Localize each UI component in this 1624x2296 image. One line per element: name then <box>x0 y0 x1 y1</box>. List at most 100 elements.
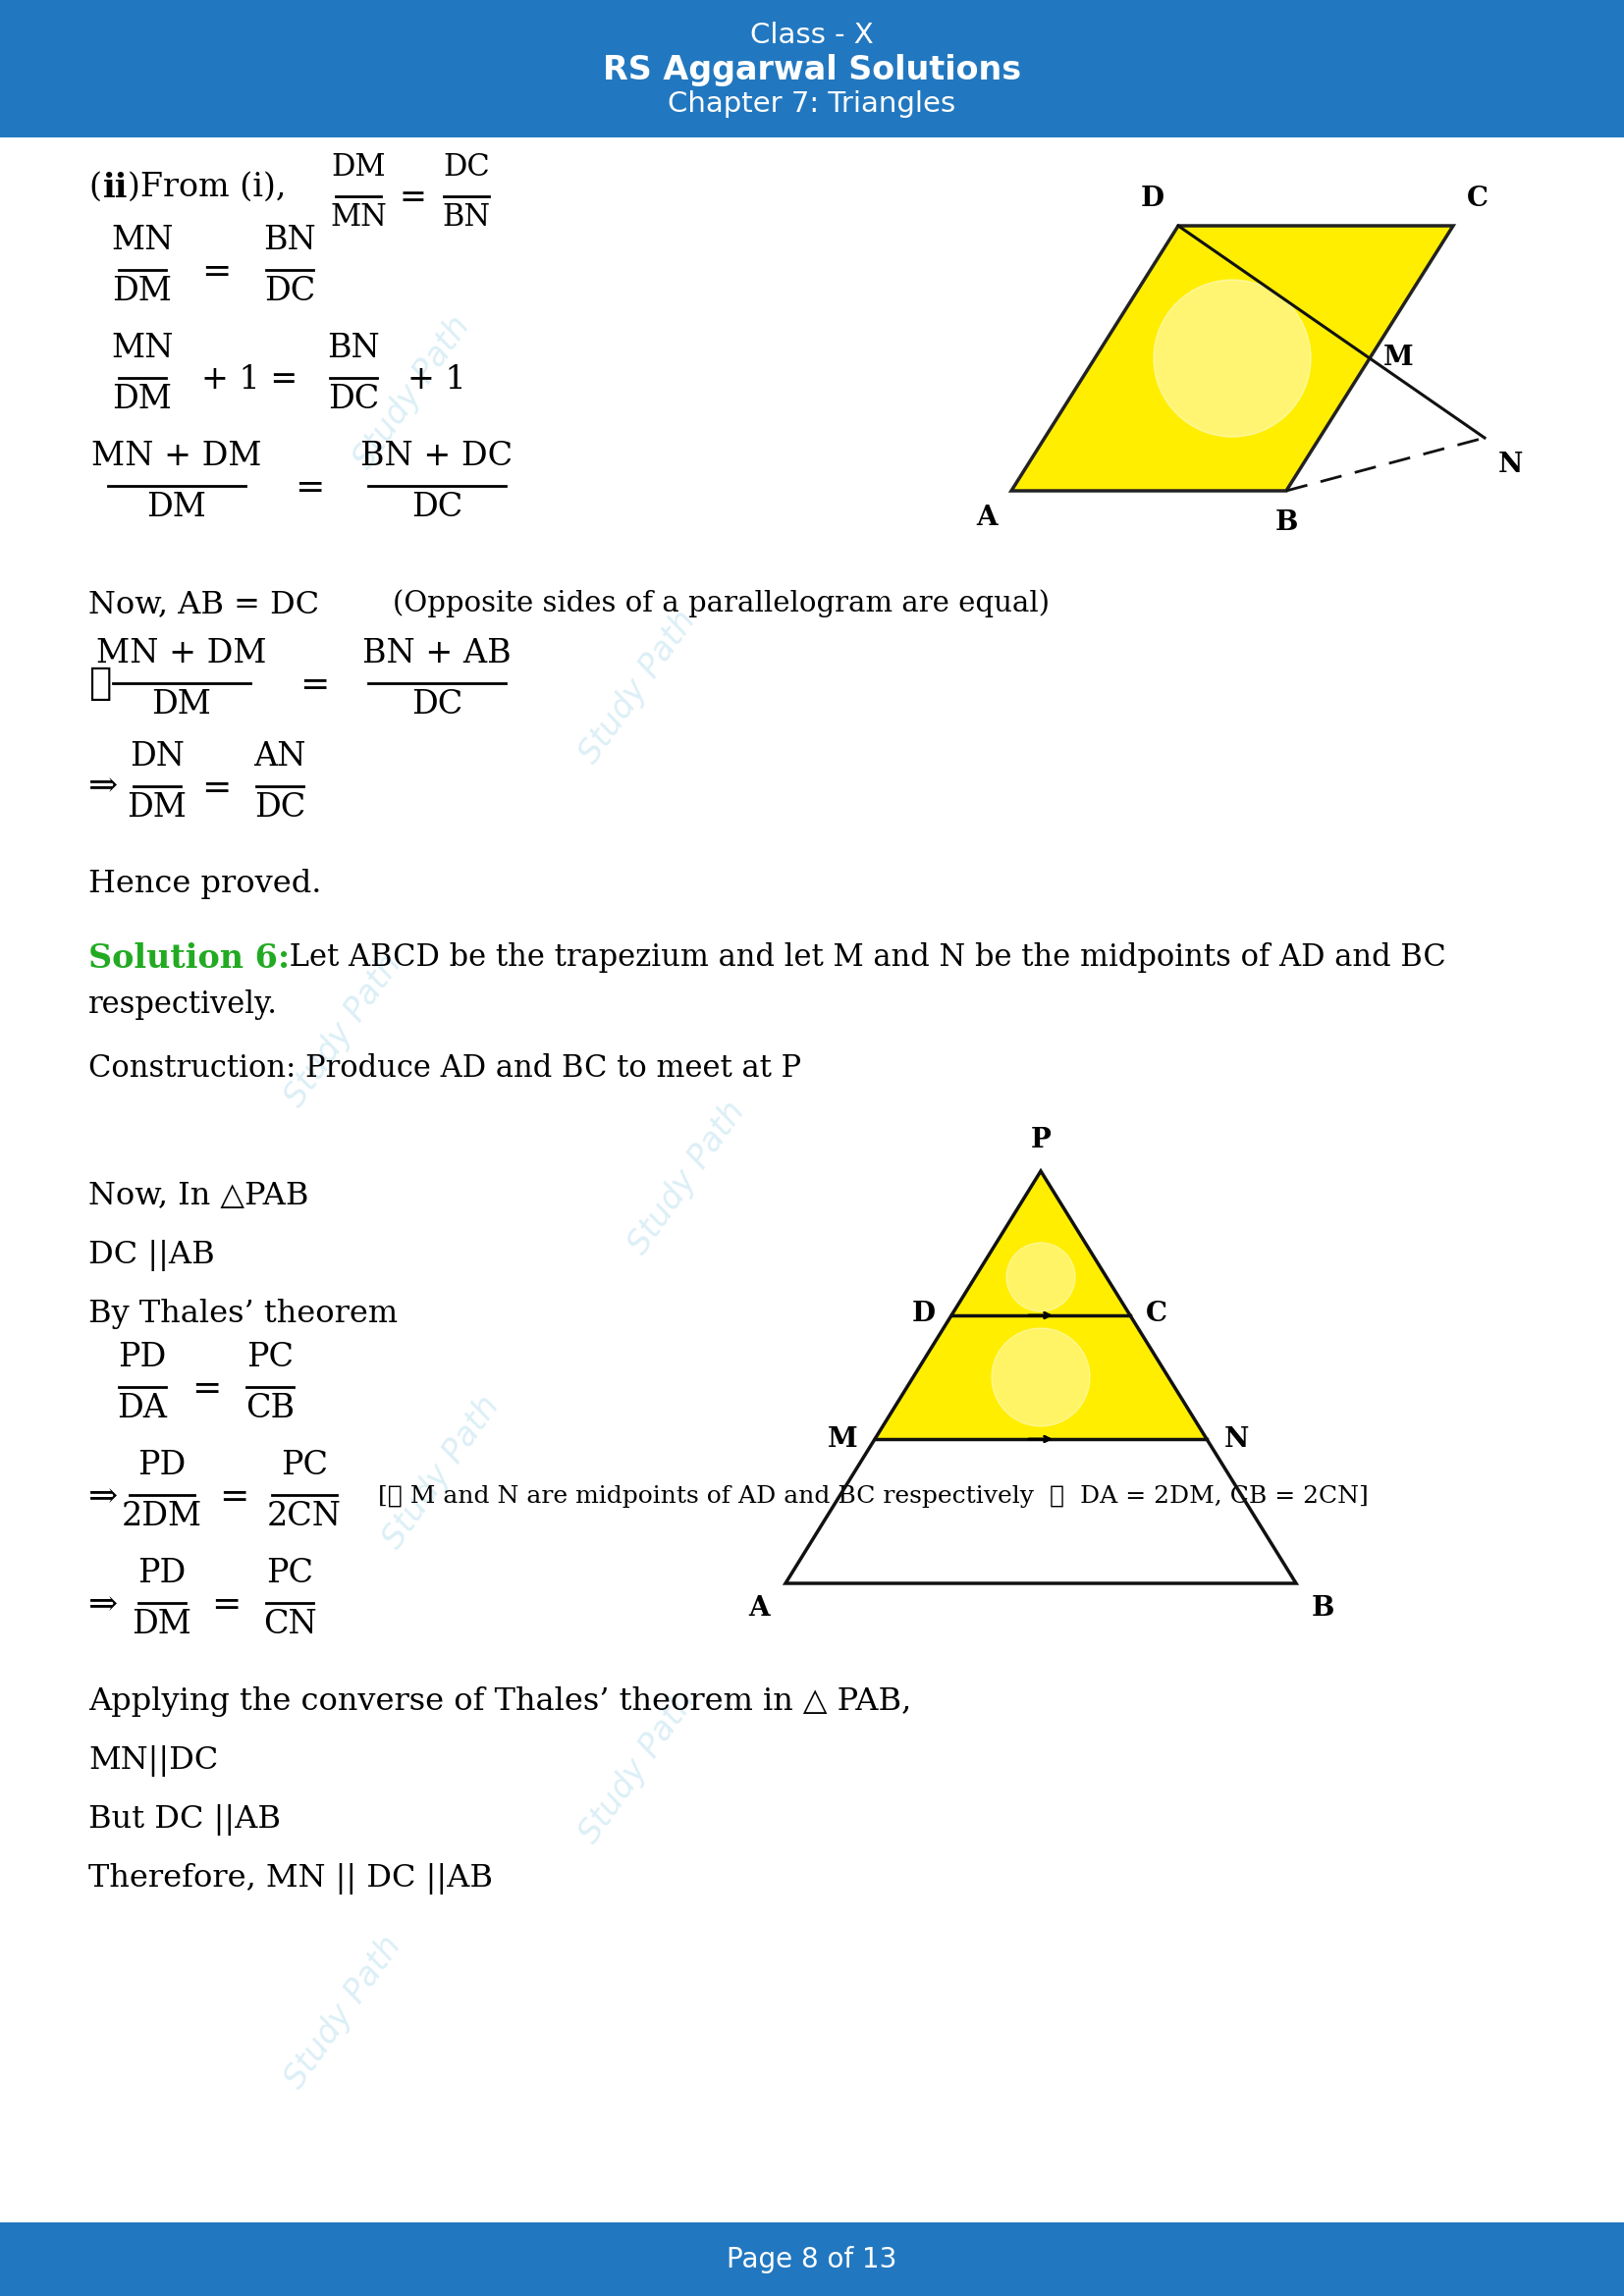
Text: Now, In △PAB: Now, In △PAB <box>88 1180 309 1212</box>
Text: DM: DM <box>127 792 187 824</box>
Text: DM: DM <box>112 276 172 308</box>
Polygon shape <box>786 1440 1296 1584</box>
Text: B: B <box>1275 510 1298 535</box>
Text: DN: DN <box>130 742 185 771</box>
Text: =: = <box>192 1373 221 1405</box>
Text: + 1: + 1 <box>408 365 466 395</box>
Text: MN: MN <box>110 225 174 257</box>
Text: PC: PC <box>266 1557 313 1589</box>
Text: BN + AB: BN + AB <box>362 638 512 670</box>
Text: ⇒: ⇒ <box>88 1589 119 1621</box>
Text: AN: AN <box>253 742 305 771</box>
Text: )From (i),: )From (i), <box>128 172 286 202</box>
Text: DM: DM <box>112 383 172 416</box>
Text: DC: DC <box>443 152 490 184</box>
Text: BN: BN <box>442 202 490 232</box>
Text: ∴: ∴ <box>88 666 112 700</box>
Text: ⇒: ⇒ <box>88 769 119 804</box>
Text: Study Path: Study Path <box>573 604 703 769</box>
Text: A: A <box>976 505 997 530</box>
Text: =: = <box>299 668 330 703</box>
Text: D: D <box>913 1300 935 1327</box>
Text: MN: MN <box>330 202 387 232</box>
Text: PC: PC <box>247 1341 294 1373</box>
Text: CN: CN <box>263 1609 317 1639</box>
Text: 2DM: 2DM <box>122 1502 203 1531</box>
Text: DC: DC <box>255 792 305 824</box>
Text: DC: DC <box>328 383 378 416</box>
Text: C: C <box>1147 1300 1168 1327</box>
Text: Study Path: Study Path <box>377 1389 507 1554</box>
Text: BN: BN <box>326 333 380 365</box>
Text: DM: DM <box>331 152 385 184</box>
Text: MN + DM: MN + DM <box>96 638 266 670</box>
Circle shape <box>1007 1242 1075 1311</box>
Text: ⇒: ⇒ <box>88 1481 119 1513</box>
Text: M: M <box>827 1426 857 1453</box>
Text: P: P <box>1031 1127 1051 1153</box>
Text: N: N <box>1224 1426 1249 1453</box>
Text: Solution 6:: Solution 6: <box>88 941 291 976</box>
Polygon shape <box>1012 225 1453 491</box>
Text: N: N <box>1499 452 1523 478</box>
Text: Study Path: Study Path <box>279 1931 408 2094</box>
Text: [∵ M and N are midpoints of AD and BC respectively  ∴  DA = 2DM, CB = 2CN]: [∵ M and N are midpoints of AD and BC re… <box>378 1486 1369 1508</box>
Text: (: ( <box>88 172 101 202</box>
Text: =: = <box>211 1589 240 1621</box>
Text: BN: BN <box>263 225 317 257</box>
Text: =: = <box>294 471 325 505</box>
Polygon shape <box>952 1171 1130 1316</box>
Text: By Thales’ theorem: By Thales’ theorem <box>88 1300 398 1329</box>
Text: (Opposite sides of a parallelogram are equal): (Opposite sides of a parallelogram are e… <box>393 590 1049 618</box>
Text: Therefore, MN || DC ||AB: Therefore, MN || DC ||AB <box>88 1862 494 1894</box>
Text: MN||DC: MN||DC <box>88 1745 218 1777</box>
Text: Construction: Produce AD and BC to meet at P: Construction: Produce AD and BC to meet … <box>88 1054 801 1084</box>
Text: DC: DC <box>265 276 315 308</box>
Text: BN + DC: BN + DC <box>361 441 513 473</box>
Text: DM: DM <box>132 1609 192 1639</box>
Text: Applying the converse of Thales’ theorem in △ PAB,: Applying the converse of Thales’ theorem… <box>88 1688 911 1717</box>
Text: CB: CB <box>245 1394 294 1424</box>
Text: A: A <box>749 1596 770 1621</box>
Text: PC: PC <box>281 1449 328 1481</box>
Text: DM: DM <box>151 689 211 721</box>
Text: MN + DM: MN + DM <box>91 441 261 473</box>
Text: But DC ||AB: But DC ||AB <box>88 1805 281 1835</box>
Bar <box>0 0 1624 138</box>
Text: Chapter 7: Triangles: Chapter 7: Triangles <box>667 90 957 117</box>
Text: =: = <box>201 771 231 806</box>
Text: B: B <box>1312 1596 1335 1621</box>
Text: 2CN: 2CN <box>266 1502 341 1531</box>
Text: PD: PD <box>138 1557 187 1589</box>
Text: Study Path: Study Path <box>279 948 408 1114</box>
Text: PD: PD <box>138 1449 187 1481</box>
Text: =: = <box>400 184 425 214</box>
Text: Hence proved.: Hence proved. <box>88 868 322 900</box>
Text: Study Path: Study Path <box>573 1685 703 1848</box>
Text: DC: DC <box>411 491 463 523</box>
Text: DC: DC <box>411 689 463 721</box>
Circle shape <box>1153 280 1311 436</box>
Text: DC ||AB: DC ||AB <box>88 1240 214 1272</box>
Text: DM: DM <box>146 491 206 523</box>
Text: =: = <box>201 255 231 289</box>
Text: Study Path: Study Path <box>624 1095 752 1261</box>
Text: Page 8 of 13: Page 8 of 13 <box>728 2245 896 2273</box>
Text: Now, AB = DC: Now, AB = DC <box>88 590 320 620</box>
Text: PD: PD <box>119 1341 167 1373</box>
Text: respectively.: respectively. <box>88 990 278 1019</box>
Text: C: C <box>1466 186 1489 211</box>
Text: Study Path: Study Path <box>348 310 477 475</box>
Text: Let ABCD be the trapezium and let M and N be the midpoints of AD and BC: Let ABCD be the trapezium and let M and … <box>279 941 1445 974</box>
Text: + 1 =: + 1 = <box>201 365 297 395</box>
Text: Class - X: Class - X <box>750 21 874 48</box>
Text: D: D <box>1142 186 1164 211</box>
Polygon shape <box>875 1316 1207 1440</box>
Text: M: M <box>1384 344 1413 372</box>
Text: RS Aggarwal Solutions: RS Aggarwal Solutions <box>603 55 1021 87</box>
Bar <box>0 2223 1624 2296</box>
Text: =: = <box>219 1481 248 1513</box>
Text: DA: DA <box>117 1394 167 1424</box>
Circle shape <box>992 1327 1090 1426</box>
Text: ii: ii <box>102 172 128 204</box>
